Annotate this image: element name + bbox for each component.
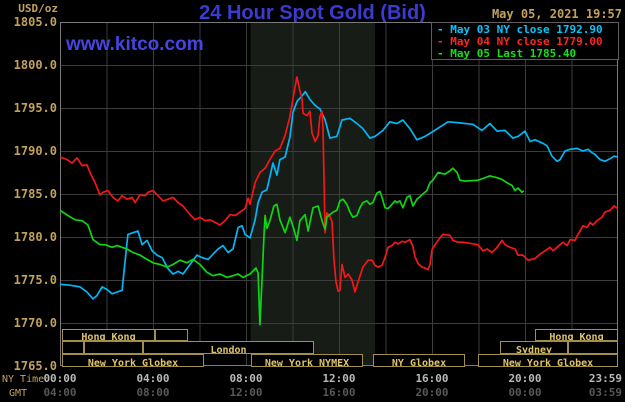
session-box-hong-kong: Hong Kong bbox=[62, 329, 155, 341]
series-line-may-05 bbox=[59, 167, 525, 326]
x-tick-label: 20:00 bbox=[508, 372, 542, 385]
session-label: New York Globex bbox=[87, 358, 179, 367]
page-title: 24 Hour Spot Gold (Bid) bbox=[199, 2, 426, 24]
y-tick-label: 1780.0 bbox=[13, 230, 57, 244]
x-tick-label: 20:00 bbox=[415, 386, 449, 399]
x-tick-label: 00:00 bbox=[508, 386, 542, 399]
session-box-new-york-nymex: New York NYMEX bbox=[251, 354, 363, 367]
session-label: Hong Kong bbox=[81, 332, 136, 341]
x-tick-label: 04:00 bbox=[43, 386, 77, 399]
legend-box: - May 03 NY close 1792.90- May 04 NY clo… bbox=[431, 22, 619, 60]
x-tick-label: 12:00 bbox=[229, 386, 263, 399]
y-tick-label: 1785.0 bbox=[13, 187, 57, 201]
x-tick-label: 04:00 bbox=[136, 372, 170, 385]
session-box-sydney: Sydney bbox=[500, 341, 568, 354]
x-tick-label: 16:00 bbox=[415, 372, 449, 385]
session-box bbox=[155, 329, 188, 341]
session-box-ny-globex: NY Globex bbox=[373, 354, 465, 367]
y-tick-label: 1775.0 bbox=[13, 273, 57, 287]
session-box bbox=[568, 341, 618, 354]
x-tick-label: 08:00 bbox=[136, 386, 170, 399]
x-tick-label: 16:00 bbox=[322, 386, 356, 399]
session-box bbox=[84, 341, 143, 354]
legend-item: - May 03 NY close 1792.90 bbox=[437, 23, 603, 36]
session-label: New York Globex bbox=[502, 358, 594, 367]
legend-item: - May 04 NY close 1779.00 bbox=[437, 35, 603, 48]
session-box-hong-kong: Hong Kong bbox=[535, 329, 618, 341]
session-label: New York NYMEX bbox=[264, 358, 350, 367]
gmt-axis-label: GMT bbox=[9, 388, 28, 399]
ny-time-axis-label: NY Time bbox=[2, 374, 45, 385]
session-box bbox=[62, 341, 84, 354]
x-tick-label: 00:00 bbox=[43, 372, 77, 385]
y-tick-label: 1790.0 bbox=[13, 144, 57, 158]
session-box-london: London bbox=[143, 341, 314, 354]
y-tick-label: 1765.0 bbox=[13, 359, 57, 373]
session-box-new-york-globex: New York Globex bbox=[478, 354, 618, 367]
plot-area bbox=[59, 22, 619, 366]
kitco-watermark-link[interactable]: www.kitco.com bbox=[66, 34, 204, 55]
datetime-label: May 05, 2021 19:57 bbox=[491, 7, 622, 21]
y-tick-label: 1795.0 bbox=[13, 101, 57, 115]
session-box-new-york-globex: New York Globex bbox=[62, 354, 204, 367]
series-line-may-03 bbox=[59, 90, 619, 300]
session-label: London bbox=[210, 345, 247, 354]
session-label: NY Globex bbox=[391, 358, 447, 367]
gold-price-chart-svg bbox=[59, 22, 619, 366]
legend-item: - May 05 Last 1785.40 bbox=[437, 47, 577, 60]
session-label: Hong Kong bbox=[549, 332, 604, 341]
y-tick-label: 1800.0 bbox=[13, 58, 57, 72]
x-tick-label: 23:59 bbox=[588, 372, 622, 385]
x-tick-label: 08:00 bbox=[229, 372, 263, 385]
x-tick-label: 12:00 bbox=[322, 372, 356, 385]
series-line-may-04 bbox=[59, 76, 619, 293]
x-tick-label: 03:59 bbox=[588, 386, 622, 399]
unit-label: USD/oz bbox=[18, 2, 58, 15]
session-label: Sydney bbox=[515, 345, 553, 354]
y-tick-label: 1805.0 bbox=[13, 15, 57, 29]
y-tick-label: 1770.0 bbox=[13, 316, 57, 330]
